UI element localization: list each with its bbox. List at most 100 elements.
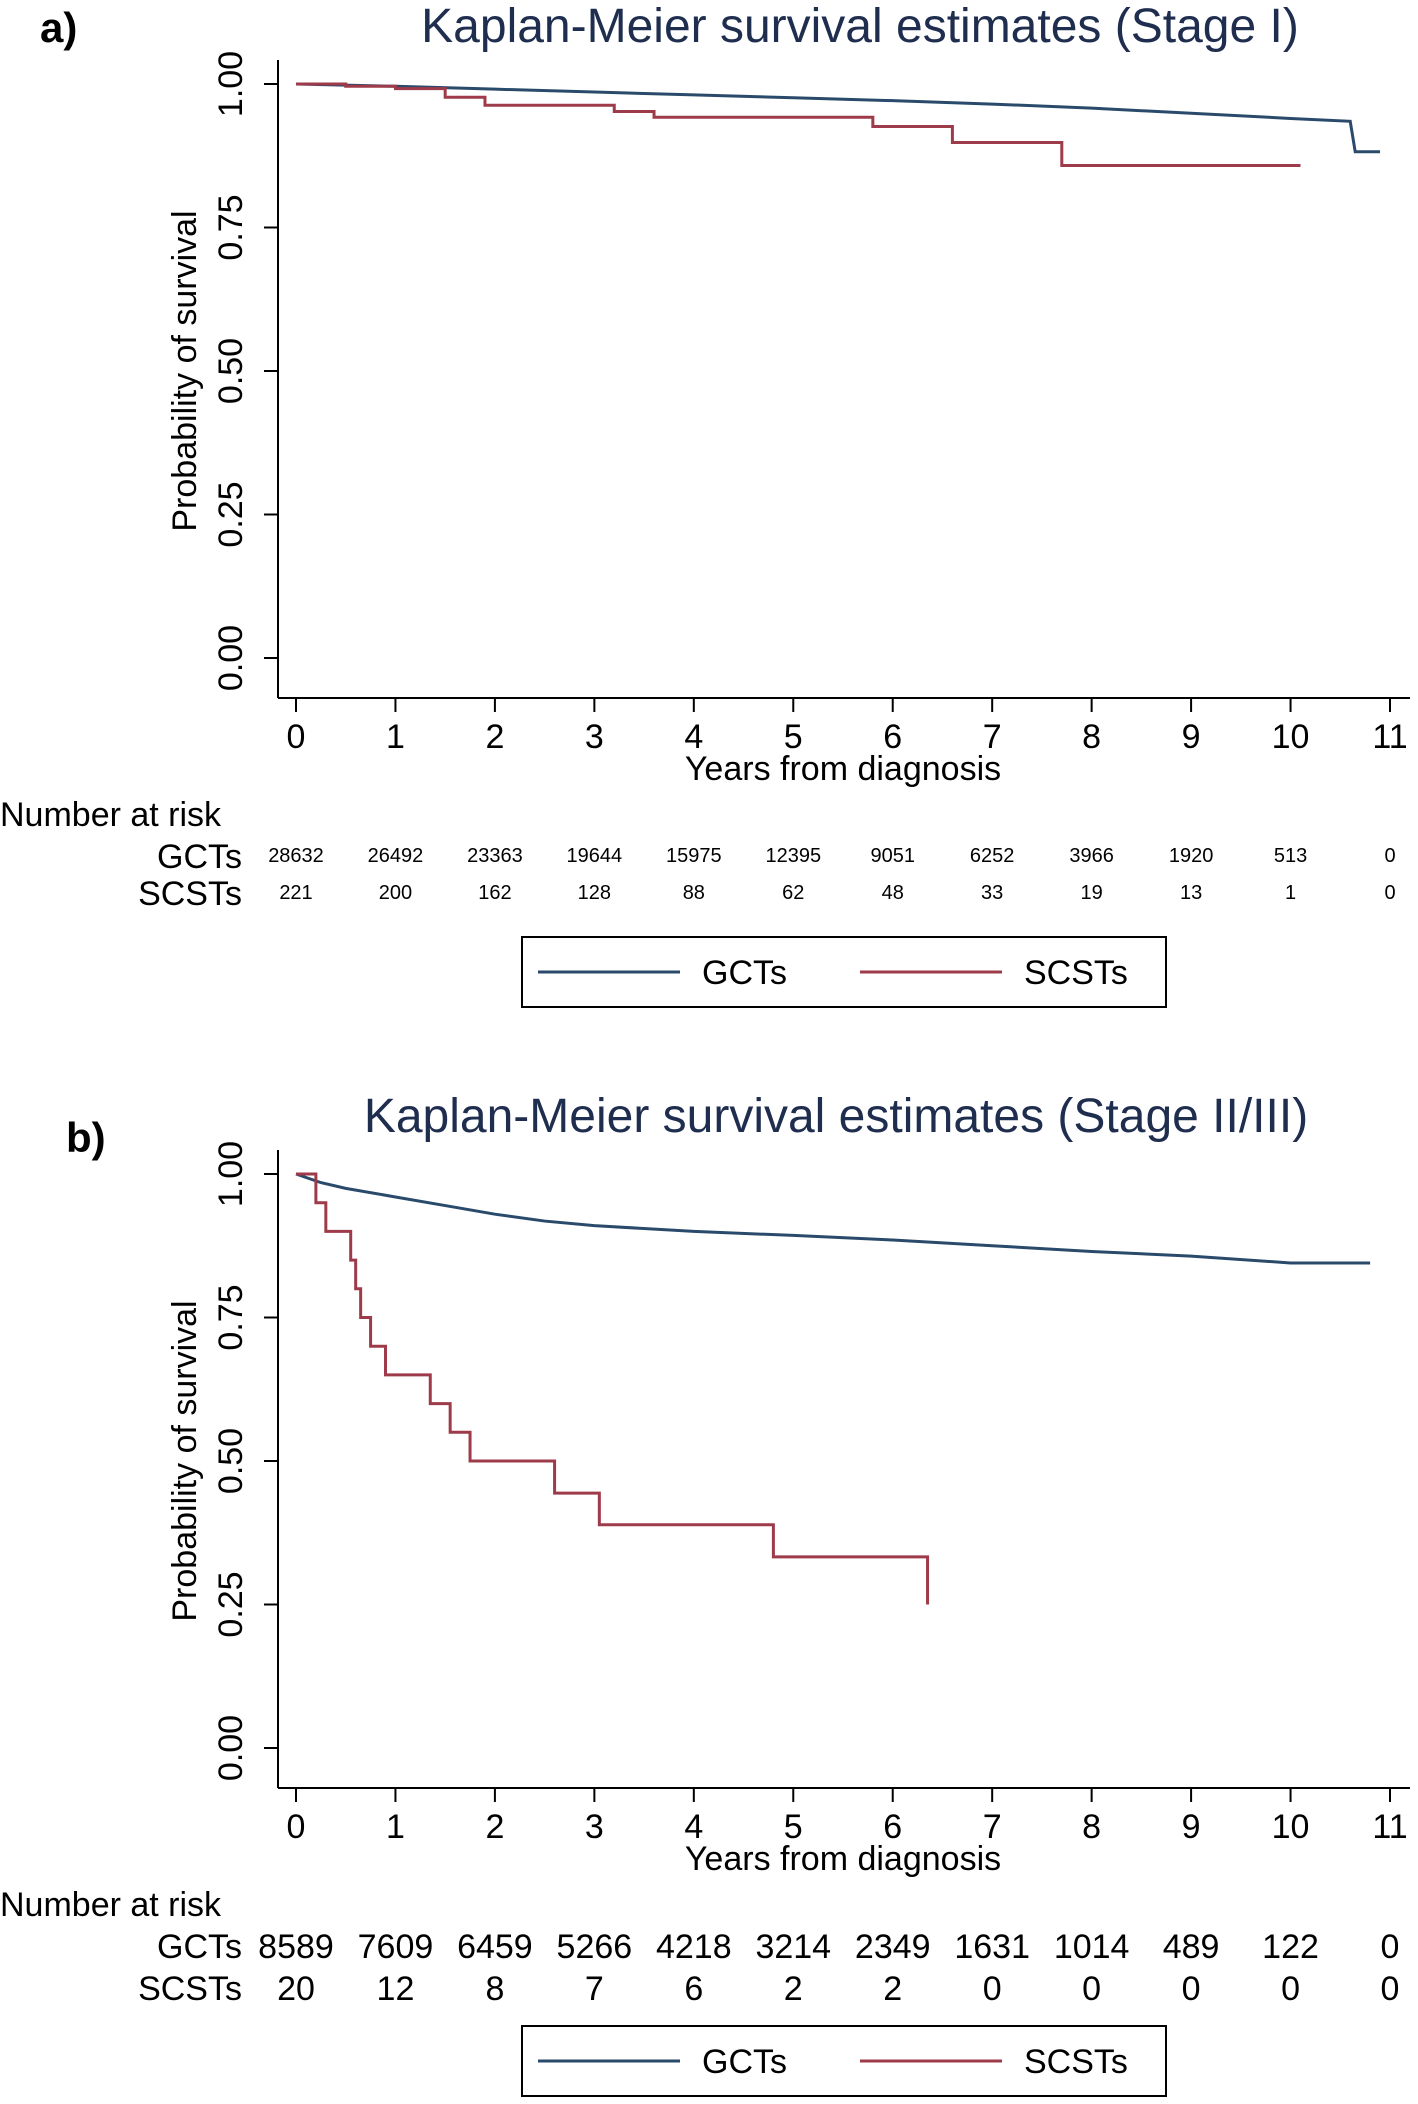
risk-value: 33 xyxy=(981,882,1003,904)
x-tick-label: 0 xyxy=(287,1808,306,1846)
y-tick-label: 0.50 xyxy=(212,338,250,404)
chart-panel-2: b) Kaplan-Meier survival estimates (Stage… xyxy=(0,1090,1410,2097)
risk-value: 128 xyxy=(578,882,611,904)
x-tick-label: 2 xyxy=(485,1808,504,1846)
risk-value: 1920 xyxy=(1169,845,1214,867)
risk-value: 0 xyxy=(983,1970,1002,2008)
x-tick-label: 1 xyxy=(386,718,405,756)
risk-value: 8589 xyxy=(258,1928,334,1966)
risk-value: 28632 xyxy=(268,845,324,867)
risk-row-label: GCTs xyxy=(157,838,242,876)
risk-value: 0 xyxy=(1182,1970,1201,2008)
risk-value: 0 xyxy=(1381,1970,1400,2008)
risk-value: 19644 xyxy=(567,845,623,867)
risk-value: 62 xyxy=(782,882,804,904)
legend: GCTs SCSTs xyxy=(521,2025,1167,2097)
risk-value: 221 xyxy=(279,882,312,904)
risk-value: 19 xyxy=(1081,882,1103,904)
y-tick-label: 0.00 xyxy=(212,625,250,691)
x-tick-label: 9 xyxy=(1182,1808,1201,1846)
risk-value: 0 xyxy=(1381,1928,1400,1966)
legend: GCTs SCSTs xyxy=(521,936,1167,1008)
risk-row-label: GCTs xyxy=(157,1928,242,1966)
risk-value: 6252 xyxy=(970,845,1015,867)
risk-value: 12395 xyxy=(765,845,821,867)
risk-value: 0 xyxy=(1281,1970,1300,2008)
series-line-gcts xyxy=(295,82,1381,154)
x-tick-label: 6 xyxy=(883,718,902,756)
risk-value: 122 xyxy=(1262,1928,1319,1966)
risk-value: 200 xyxy=(379,882,412,904)
legend-label-gcts: GCTs xyxy=(702,2043,787,2081)
y-axis-label: Probability of survival xyxy=(166,210,204,531)
legend-label-scsts: SCSTs xyxy=(1024,2043,1128,2081)
y-tick-label: 0.25 xyxy=(212,1571,250,1637)
y-axis-label: Probability of survival xyxy=(166,1300,204,1621)
risk-value: 162 xyxy=(478,882,511,904)
risk-value: 0 xyxy=(1082,1970,1101,2008)
risk-value: 4218 xyxy=(656,1928,732,1966)
chart-title: Kaplan-Meier survival estimates (Stage I… xyxy=(364,1090,1308,1143)
x-tick-label: 6 xyxy=(883,1808,902,1846)
risk-value: 1631 xyxy=(954,1928,1030,1966)
risk-value: 15975 xyxy=(666,845,722,867)
x-tick-label: 11 xyxy=(1372,718,1407,756)
x-tick-label: 8 xyxy=(1082,718,1101,756)
risk-value: 3966 xyxy=(1069,845,1114,867)
x-tick-label: 0 xyxy=(287,718,306,756)
y-tick-label: 0.25 xyxy=(212,481,250,547)
y-tick-label: 0.75 xyxy=(212,194,250,260)
risk-value: 20 xyxy=(277,1970,315,2008)
x-tick-label: 7 xyxy=(983,718,1002,756)
x-tick-label: 3 xyxy=(585,718,604,756)
risk-value: 6 xyxy=(684,1970,703,2008)
panel-label: a) xyxy=(40,4,77,51)
risk-row-label: SCSTs xyxy=(138,875,242,913)
series-line-gcts xyxy=(295,1172,1371,1265)
x-tick-label: 5 xyxy=(784,1808,803,1846)
chart-title: Kaplan-Meier survival estimates (Stage I… xyxy=(421,0,1299,53)
risk-value: 0 xyxy=(1384,845,1395,867)
y-tick-label: 1.00 xyxy=(212,51,250,117)
x-axis-label: Years from diagnosis xyxy=(685,750,1001,788)
risk-value: 88 xyxy=(683,882,705,904)
risk-value: 8 xyxy=(485,1970,504,2008)
panel-label: b) xyxy=(66,1114,106,1161)
x-tick-label: 10 xyxy=(1272,718,1310,756)
x-tick-label: 9 xyxy=(1182,718,1201,756)
risk-value: 12 xyxy=(377,1970,415,2008)
risk-value: 2349 xyxy=(855,1928,931,1966)
risk-value: 0 xyxy=(1384,882,1395,904)
chart-panel-1: a) Kaplan-Meier survival estimates (Stage… xyxy=(0,0,1410,1008)
x-axis-label: Years from diagnosis xyxy=(685,1840,1001,1878)
series-line-scsts xyxy=(296,82,1301,168)
risk-table-heading: Number at risk xyxy=(0,796,222,834)
risk-value: 1014 xyxy=(1054,1928,1130,1966)
x-tick-label: 3 xyxy=(585,1808,604,1846)
y-tick-label: 0.50 xyxy=(212,1428,250,1494)
risk-value: 13 xyxy=(1180,882,1202,904)
risk-value: 2 xyxy=(883,1970,902,2008)
y-tick-label: 1.00 xyxy=(212,1141,250,1207)
x-tick-label: 4 xyxy=(684,1808,703,1846)
risk-value: 7 xyxy=(585,1970,604,2008)
risk-value: 6459 xyxy=(457,1928,533,1966)
risk-value: 26492 xyxy=(368,845,424,867)
risk-value: 23363 xyxy=(467,845,523,867)
legend-label-gcts: GCTs xyxy=(702,954,787,992)
risk-value: 513 xyxy=(1274,845,1307,867)
risk-row-label: SCSTs xyxy=(138,1970,242,2008)
series-line-scsts xyxy=(296,1172,930,1605)
x-tick-label: 11 xyxy=(1372,1808,1407,1846)
risk-value: 2 xyxy=(784,1970,803,2008)
x-tick-label: 2 xyxy=(485,718,504,756)
risk-value: 48 xyxy=(882,882,904,904)
y-tick-label: 0.75 xyxy=(212,1284,250,1350)
x-tick-label: 1 xyxy=(386,1808,405,1846)
x-tick-label: 7 xyxy=(983,1808,1002,1846)
risk-value: 489 xyxy=(1163,1928,1220,1966)
risk-value: 7609 xyxy=(358,1928,434,1966)
x-tick-label: 10 xyxy=(1272,1808,1310,1846)
risk-value: 3214 xyxy=(755,1928,831,1966)
